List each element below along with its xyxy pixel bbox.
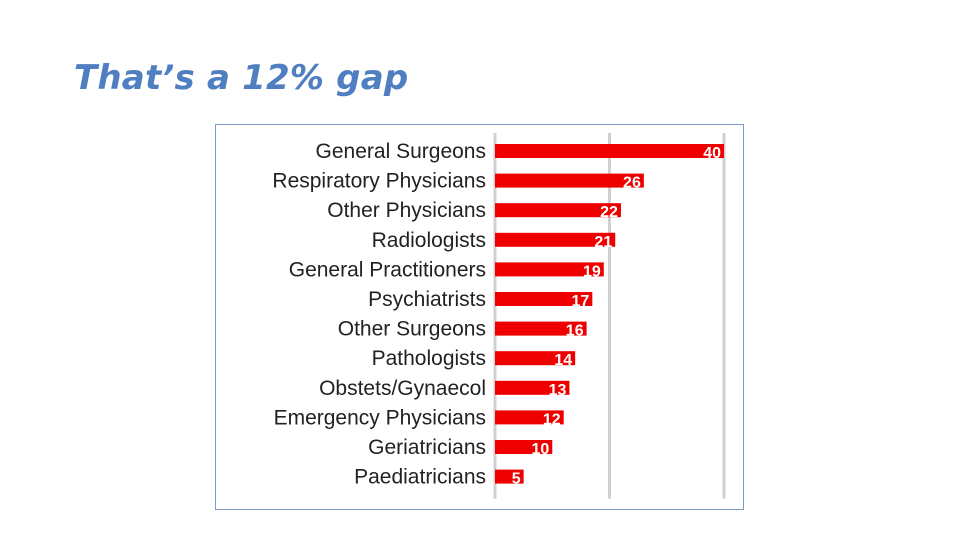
category-label: Psychiatrists [368,288,486,311]
bar-1 [495,144,724,158]
data-label: 17 [572,293,590,310]
data-label: 10 [531,441,549,458]
bar-5 [495,262,604,277]
slide-title: That’s a 12% gap [74,58,409,98]
category-label: Emergency Physicians [274,406,486,429]
data-label: 22 [600,204,618,221]
data-label: 19 [583,263,601,280]
bar-12 [495,469,524,484]
category-label: Pathologists [372,347,486,370]
data-label: 26 [623,175,641,192]
data-label: 12 [543,411,561,428]
bar-10 [495,410,564,425]
bar-9 [495,380,570,395]
data-label: 40 [703,145,721,162]
category-label: Radiologists [372,229,486,252]
data-label: 13 [549,382,567,399]
data-label: 5 [512,471,521,488]
bar-chart: General Surgeons 40 Respiratory Physicians… [215,124,744,510]
category-label: General Practitioners [289,258,486,281]
category-label: Paediatricians [354,466,486,489]
bar-11 [495,440,553,454]
bar-3 [495,203,621,218]
data-label: 14 [554,352,572,369]
category-label: Geriatricians [368,436,486,459]
data-label: 16 [566,323,584,340]
bar-4 [495,232,616,247]
bar-6 [495,292,593,306]
bar-8 [495,351,576,366]
data-label: 21 [594,234,612,251]
category-label: Respiratory Physicians [272,170,486,193]
bar-2 [495,173,644,188]
category-label: Obstets/Gynaecol [319,377,486,400]
category-label: General Surgeons [316,140,486,163]
category-label: Other Physicians [327,199,486,222]
category-label: Other Surgeons [338,318,486,341]
bar-chart-svg: General Surgeons 40 Respiratory Physicians… [272,133,726,499]
bar-7 [495,321,587,336]
